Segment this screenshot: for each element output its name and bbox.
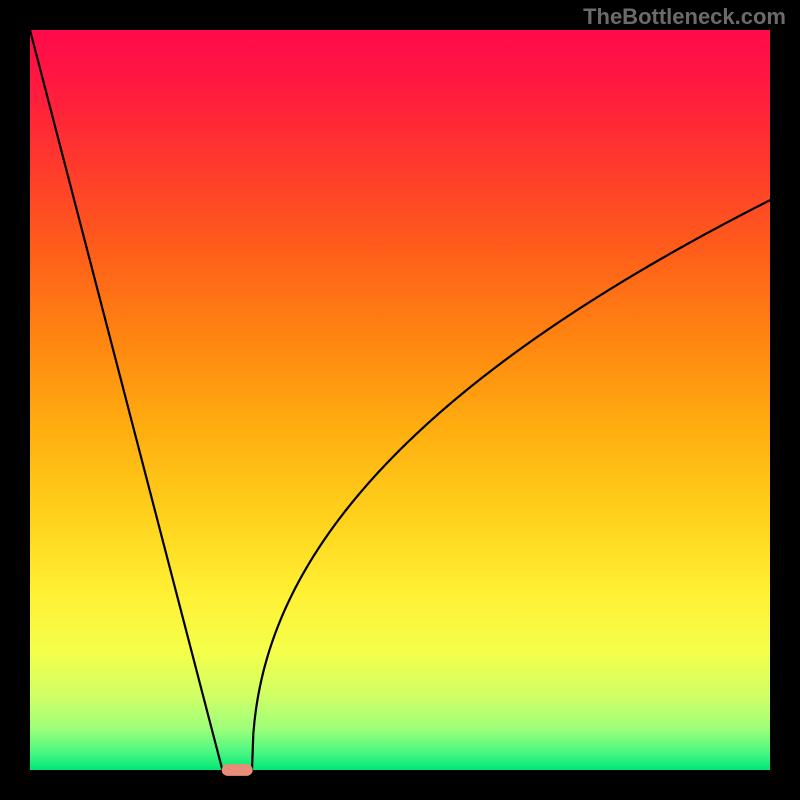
optimum-marker xyxy=(222,764,253,776)
bottleneck-chart: TheBottleneck.com xyxy=(0,0,800,800)
chart-plot-background xyxy=(30,30,770,770)
chart-svg xyxy=(0,0,800,800)
